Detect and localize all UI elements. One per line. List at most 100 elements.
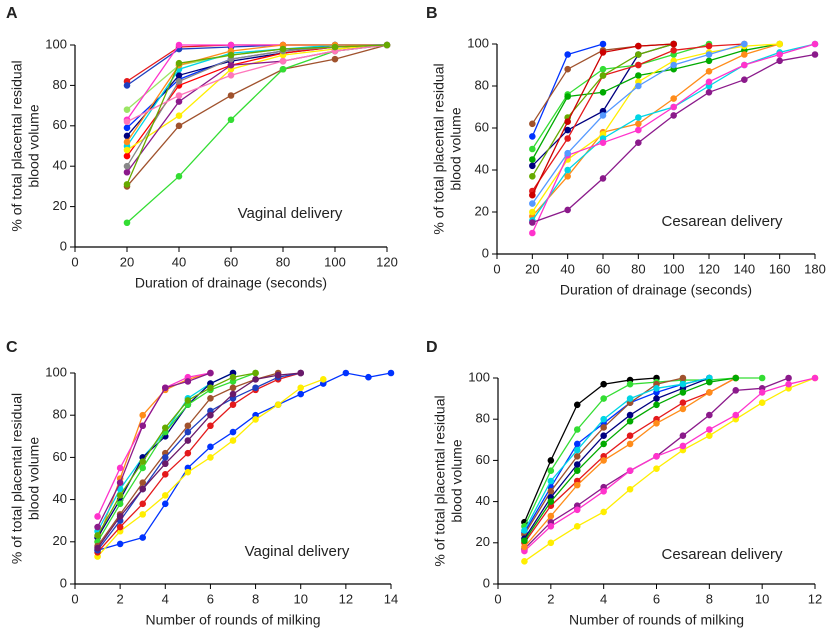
- series-line: [523, 377, 816, 552]
- data-point: [116, 479, 124, 487]
- x-tick-label: 160: [769, 261, 791, 276]
- data-point: [732, 374, 740, 382]
- data-point: [679, 432, 687, 439]
- data-point: [741, 61, 748, 69]
- data-point: [175, 41, 183, 49]
- data-point: [599, 139, 607, 146]
- data-point: [94, 532, 101, 539]
- x-tick-label: 0: [494, 591, 501, 606]
- x-tick-label: 2: [117, 591, 124, 606]
- x-tick-label: 14: [384, 591, 398, 606]
- data-point: [573, 467, 581, 475]
- panel: B 0 20 40 60 80 100 0 20 40 60 80 100 120 140 160 180 Dur…: [426, 5, 826, 297]
- data-point: [274, 371, 282, 379]
- data-point: [679, 442, 687, 450]
- y-tick-label: 100: [45, 364, 67, 379]
- y-axis-title: blood volume: [26, 437, 42, 520]
- data-point: [184, 468, 192, 476]
- data-point: [207, 443, 214, 451]
- y-tick-label: 80: [476, 411, 490, 426]
- data-point: [679, 389, 687, 396]
- series-line: [126, 44, 388, 185]
- data-point: [635, 120, 642, 128]
- data-point: [161, 460, 169, 468]
- data-point: [573, 440, 581, 448]
- data-point: [521, 537, 528, 545]
- series-line: [532, 53, 816, 224]
- y-tick-label: 60: [476, 452, 490, 467]
- x-tick-label: 100: [663, 261, 685, 276]
- y-tick-label: 60: [53, 449, 67, 464]
- data-point: [635, 139, 642, 146]
- series-line: [96, 372, 211, 528]
- x-axis-title: Number of rounds of milking: [145, 612, 320, 628]
- data-point: [547, 539, 555, 547]
- x-axis-title: Number of rounds of milking: [569, 612, 744, 628]
- data-point: [600, 508, 607, 516]
- data-point: [297, 384, 305, 392]
- data-point: [116, 492, 124, 499]
- series-line: [523, 377, 657, 523]
- data-point: [626, 380, 634, 388]
- data-point: [161, 470, 169, 478]
- data-point: [547, 498, 555, 505]
- data-point: [279, 45, 287, 53]
- data-point: [547, 512, 555, 520]
- data-point: [207, 384, 214, 392]
- data-point: [626, 395, 634, 402]
- data-point: [252, 416, 259, 423]
- data-point: [758, 374, 766, 382]
- x-tick-label: 6: [653, 591, 660, 606]
- x-tick-label: 4: [162, 591, 169, 606]
- x-tick-label: 0: [493, 261, 500, 276]
- data-point: [564, 173, 571, 180]
- data-point: [139, 479, 147, 487]
- y-tick-label: 60: [53, 117, 67, 132]
- x-tick-label: 100: [324, 254, 346, 269]
- series-line: [523, 377, 763, 527]
- x-tick-label: 120: [698, 261, 720, 276]
- x-axis-title: Duration of drainage (seconds): [135, 275, 327, 291]
- data-point: [732, 411, 740, 419]
- x-tick-label: 12: [808, 591, 822, 606]
- x-tick-label: 80: [276, 254, 290, 269]
- data-point: [521, 543, 528, 551]
- data-point: [229, 390, 237, 398]
- data-point: [227, 51, 235, 59]
- data-point: [116, 500, 124, 508]
- data-point: [705, 42, 713, 50]
- data-point: [564, 135, 571, 142]
- data-point: [776, 51, 783, 58]
- data-point: [564, 93, 571, 100]
- data-point: [184, 397, 192, 404]
- x-tick-label: 4: [600, 591, 607, 606]
- series-line: [523, 377, 710, 531]
- series-line: [531, 43, 780, 213]
- data-point: [758, 399, 766, 407]
- data-point: [387, 369, 395, 377]
- series-line: [523, 377, 710, 540]
- data-point: [670, 61, 677, 69]
- data-point: [207, 411, 214, 419]
- data-point: [521, 527, 528, 534]
- y-tick-label: 0: [482, 245, 489, 260]
- data-point: [184, 428, 192, 436]
- data-point: [175, 98, 183, 105]
- data-point: [342, 369, 350, 377]
- data-point: [573, 481, 581, 489]
- data-point: [679, 380, 687, 388]
- data-point: [529, 208, 536, 216]
- data-point: [331, 55, 339, 63]
- data-point: [785, 380, 792, 388]
- data-point: [547, 467, 555, 475]
- series-line: [531, 43, 780, 217]
- y-tick-label: 80: [475, 77, 489, 92]
- annotation: Cesarean delivery: [662, 213, 783, 230]
- data-point: [207, 395, 214, 402]
- y-tick-label: 80: [53, 407, 67, 422]
- y-tick-label: 100: [467, 35, 489, 50]
- y-axis-title: blood volume: [26, 104, 42, 187]
- data-point: [573, 461, 581, 468]
- data-point: [635, 82, 642, 90]
- data-point: [600, 424, 607, 431]
